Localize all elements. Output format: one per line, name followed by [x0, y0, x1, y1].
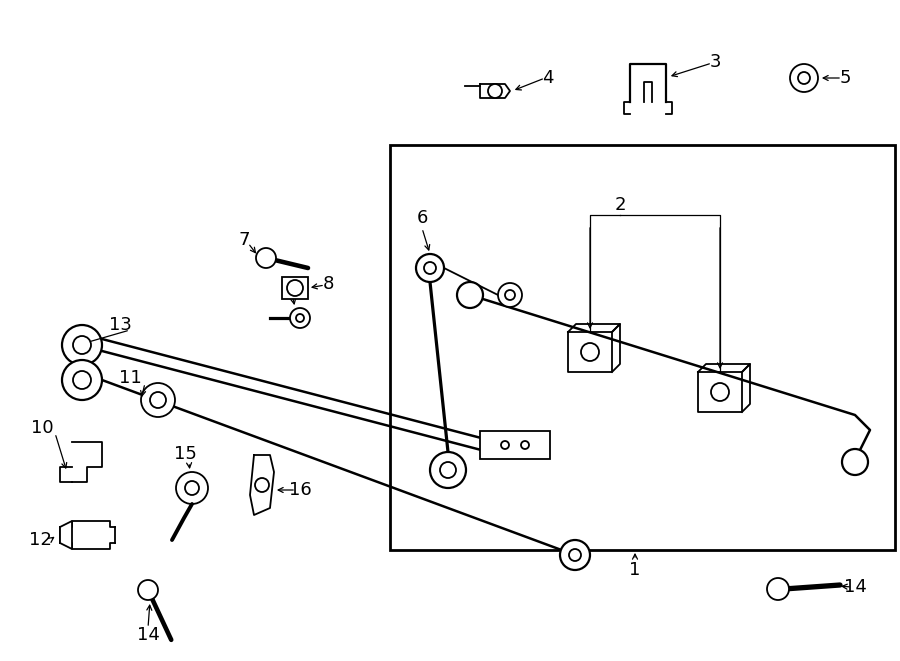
- Text: 11: 11: [119, 369, 141, 387]
- Bar: [282, 277, 308, 299]
- Text: 2: 2: [614, 196, 626, 214]
- Text: 8: 8: [322, 275, 334, 293]
- Circle shape: [296, 314, 304, 322]
- Circle shape: [842, 449, 868, 475]
- Circle shape: [287, 280, 303, 296]
- Text: 10: 10: [31, 419, 53, 437]
- Circle shape: [138, 580, 158, 600]
- Bar: [390, 145, 895, 550]
- Circle shape: [488, 84, 502, 98]
- Circle shape: [150, 392, 166, 408]
- Text: 12: 12: [29, 531, 51, 549]
- Text: 14: 14: [137, 626, 159, 644]
- Circle shape: [256, 248, 276, 268]
- Circle shape: [560, 540, 590, 570]
- Circle shape: [255, 478, 269, 492]
- Circle shape: [62, 360, 102, 400]
- Text: 6: 6: [417, 209, 428, 227]
- Polygon shape: [480, 431, 550, 459]
- Text: 4: 4: [542, 69, 554, 87]
- Text: 3: 3: [709, 53, 721, 71]
- Circle shape: [290, 308, 310, 328]
- Text: 16: 16: [289, 481, 311, 499]
- Circle shape: [581, 343, 599, 361]
- Circle shape: [416, 254, 444, 282]
- Circle shape: [711, 383, 729, 401]
- Circle shape: [62, 325, 102, 365]
- Text: 14: 14: [843, 578, 867, 596]
- Circle shape: [424, 262, 436, 274]
- Text: 5: 5: [839, 69, 850, 87]
- Text: 15: 15: [174, 445, 196, 463]
- Circle shape: [430, 452, 466, 488]
- Text: 1: 1: [629, 561, 641, 579]
- Circle shape: [521, 441, 529, 449]
- Polygon shape: [60, 521, 72, 549]
- Text: 9: 9: [284, 278, 296, 296]
- Circle shape: [457, 282, 483, 308]
- Circle shape: [185, 481, 199, 495]
- Text: 13: 13: [109, 316, 131, 334]
- Circle shape: [176, 472, 208, 504]
- Circle shape: [73, 336, 91, 354]
- Circle shape: [440, 462, 456, 478]
- Circle shape: [498, 283, 522, 307]
- Text: 7: 7: [238, 231, 250, 249]
- Circle shape: [798, 72, 810, 84]
- Circle shape: [569, 549, 581, 561]
- Circle shape: [790, 64, 818, 92]
- Circle shape: [73, 371, 91, 389]
- Circle shape: [501, 441, 509, 449]
- Circle shape: [505, 290, 515, 300]
- Circle shape: [767, 578, 789, 600]
- Circle shape: [141, 383, 175, 417]
